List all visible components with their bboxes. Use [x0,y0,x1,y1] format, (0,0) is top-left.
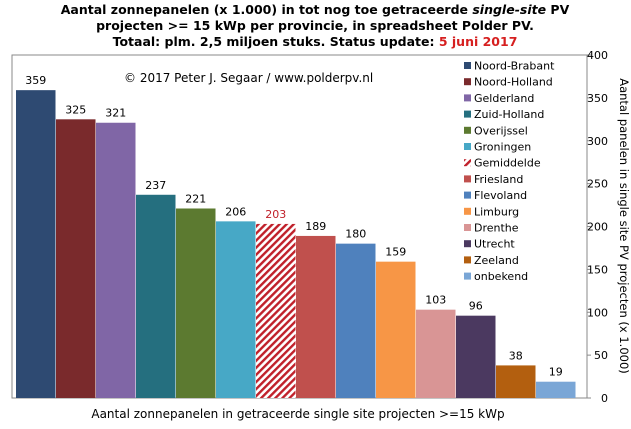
bar-label-zuid-holland: 237 [145,179,166,192]
legend-label-drenthe: Drenthe [474,222,519,235]
bar-label-gemiddelde: 203 [265,208,286,221]
legend: Noord-Brabant Noord-Holland Gelderland Zuid… [464,60,555,283]
y-tick-label-300: 300 [587,135,608,148]
legend-swatch-noord-brabant [464,62,471,69]
bar-label-onbekend: 19 [549,366,563,379]
bar-label-gelderland: 321 [105,107,126,120]
y-tick-label-150: 150 [587,263,608,276]
legend-swatch-zeeland [464,256,471,264]
legend-swatch-flevoland [464,191,471,199]
legend-label-flevoland: Flevoland [474,189,527,202]
x-axis-label: Aantal zonnepanelen in getraceerde singl… [91,407,504,421]
chart-title-line-1: Aantal zonnepanelen (x 1.000) in tot nog… [61,2,570,17]
legend-swatch-groningen [464,143,471,150]
y-tick-label-400: 400 [587,49,608,62]
legend-label-onbekend: onbekend [474,270,528,283]
legend-swatch-gemiddelde [464,159,471,167]
bar-gemiddelde [256,223,296,398]
legend-swatch-onbekend [464,272,471,280]
bar-utrecht [456,315,496,398]
chart-title-line-3: Totaal: plm. 2,5 miljoen stuks. Status u… [113,34,518,49]
bars-group [16,90,576,399]
legend-label-gelderland: Gelderland [474,92,534,105]
bar-noord-brabant [16,90,56,398]
bar-overijssel [176,208,216,398]
bar-label-flevoland: 180 [345,228,366,241]
bar-label-utrecht: 96 [469,300,483,313]
bar-label-friesland: 189 [305,220,326,233]
legend-swatch-gelderland [464,94,471,102]
bar-label-noord-brabant: 359 [25,74,46,87]
bar-label-noord-holland: 325 [65,103,86,116]
bar-label-limburg: 159 [385,246,406,259]
legend-swatch-zuid-holland [464,110,471,118]
legend-label-utrecht: Utrecht [474,238,515,251]
y-tick-label-250: 250 [587,178,608,191]
bar-noord-holland [56,119,96,398]
bar-label-drenthe: 103 [425,294,446,307]
bar-onbekend [536,381,576,398]
legend-label-zeeland: Zeeland [474,254,519,267]
y-axis-label: Aantal panelen in single site PV project… [617,78,631,374]
bar-label-overijssel: 221 [185,192,206,205]
legend-label-friesland: Friesland [474,173,523,186]
legend-label-zuid-holland: Zuid-Holland [474,108,544,121]
legend-label-noord-brabant: Noord-Brabant [474,60,555,73]
bar-label-groningen: 206 [225,205,246,218]
bar-limburg [376,261,416,398]
legend-label-noord-holland: Noord-Holland [474,76,553,89]
bar-zeeland [496,365,536,398]
bar-drenthe [416,309,456,398]
legend-swatch-drenthe [464,224,471,231]
copyright-note: © 2017 Peter J. Segaar / www.polderpv.nl [124,71,373,85]
bar-friesland [296,235,336,398]
legend-label-overijssel: Overijssel [474,124,528,137]
legend-swatch-friesland [464,175,471,183]
chart-title-line-2: projecten >= 15 kWp per provincie, in sp… [96,18,534,33]
legend-label-limburg: Limburg [474,205,519,218]
legend-label-groningen: Groningen [474,141,531,154]
bar-groningen [216,221,256,398]
y-tick-label-50: 50 [594,349,608,362]
bar-labels-group: 359 325 321 237 221 206 203 189 180 159 103 96 38 19 [25,74,563,379]
y-tick-label-350: 350 [587,92,608,105]
y-axis: 0 50 100 150 200 250 300 350 400 [587,49,608,405]
legend-label-gemiddelde: Gemiddelde [474,157,541,170]
y-tick-label-100: 100 [587,306,608,319]
y-tick-label-0: 0 [601,392,608,405]
bar-flevoland [336,243,376,398]
bar-zuid-holland [136,194,176,398]
bar-label-zeeland: 38 [509,349,523,362]
bar-gelderland [96,122,136,399]
legend-swatch-utrecht [464,240,471,248]
legend-swatch-noord-holland [464,78,471,86]
legend-swatch-limburg [464,207,471,215]
y-tick-label-200: 200 [587,221,608,234]
legend-swatch-overijssel [464,126,471,134]
